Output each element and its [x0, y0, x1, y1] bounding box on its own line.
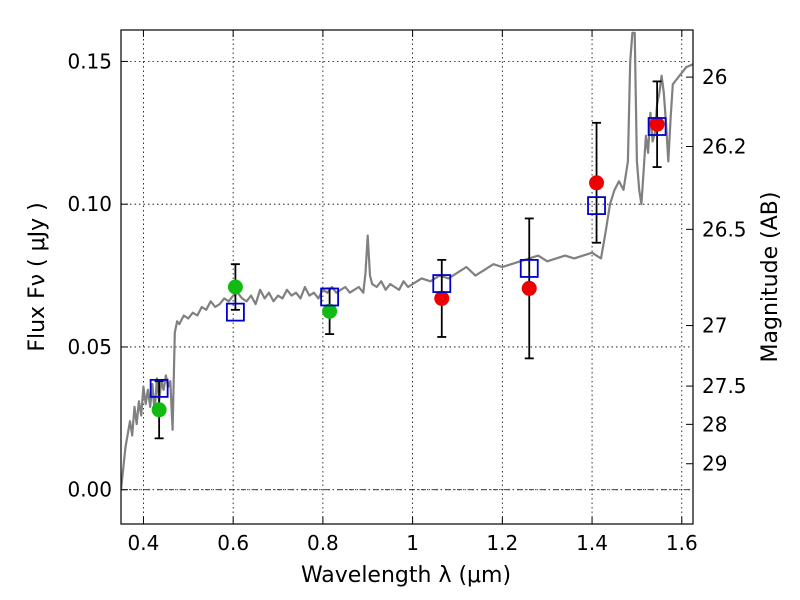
y2-tick-label-5: 28 [702, 412, 727, 436]
y2-axis-label: Magnitude (AB) [758, 192, 783, 363]
model-box-5 [587, 196, 606, 216]
green-point-0 [151, 402, 167, 418]
x-ticks: 0.4 0.6 0.8 1 1.2 1.4 1.6 [128, 30, 698, 555]
green-point-2 [322, 303, 338, 319]
error-bars [154, 80, 662, 440]
y2-tick-label-3: 27 [702, 314, 727, 338]
model-boxes [149, 117, 667, 398]
x-tick-label-1: 0.6 [217, 531, 249, 555]
red-point-0 [434, 290, 450, 306]
sed-model-line [121, 31, 693, 490]
green-point-1 [227, 279, 243, 295]
y-tick-label-3: 0.15 [67, 49, 112, 73]
x-axis-label: Wavelength λ (μm) [301, 563, 511, 588]
y-tick-label-1: 0.05 [67, 335, 112, 359]
model-box-6 [647, 117, 667, 136]
model-box-1 [225, 302, 245, 322]
y-axis-label: Flux Fν ( μJy ) [25, 202, 50, 351]
plot-frame [120, 29, 694, 525]
red-point-2 [589, 175, 605, 191]
model-box-2 [320, 287, 340, 307]
y-ticks: 0.00 0.05 0.10 0.15 [67, 49, 128, 502]
y2-tick-label-1: 26.2 [702, 135, 747, 159]
y-tick-label-0: 0.00 [67, 478, 112, 502]
green-points [151, 279, 338, 418]
x-tick-label-5: 1.4 [576, 531, 608, 555]
y2-tick-label-6: 29 [702, 452, 727, 476]
red-points [434, 116, 665, 306]
x-tick-label-6: 1.6 [666, 531, 698, 555]
grid-lines [121, 30, 693, 524]
x-tick-label-4: 1.2 [486, 531, 518, 555]
model-box-0 [149, 378, 169, 398]
x-tick-label-2: 0.8 [307, 531, 339, 555]
model-box-4 [519, 259, 539, 278]
red-point-3 [649, 116, 665, 132]
y2-tick-label-2: 26.5 [702, 217, 747, 241]
model-box-3 [432, 274, 452, 293]
red-point-1 [521, 280, 537, 296]
x-tick-label-3: 1 [406, 531, 419, 555]
y2-tick-label-0: 26 [702, 65, 727, 89]
y2-tick-label-4: 27.5 [702, 374, 747, 398]
x-tick-label-0: 0.4 [128, 531, 160, 555]
y2-ticks: 26 26.2 26.5 27 27.5 28 29 [686, 65, 747, 476]
y-tick-label-2: 0.10 [67, 192, 112, 216]
